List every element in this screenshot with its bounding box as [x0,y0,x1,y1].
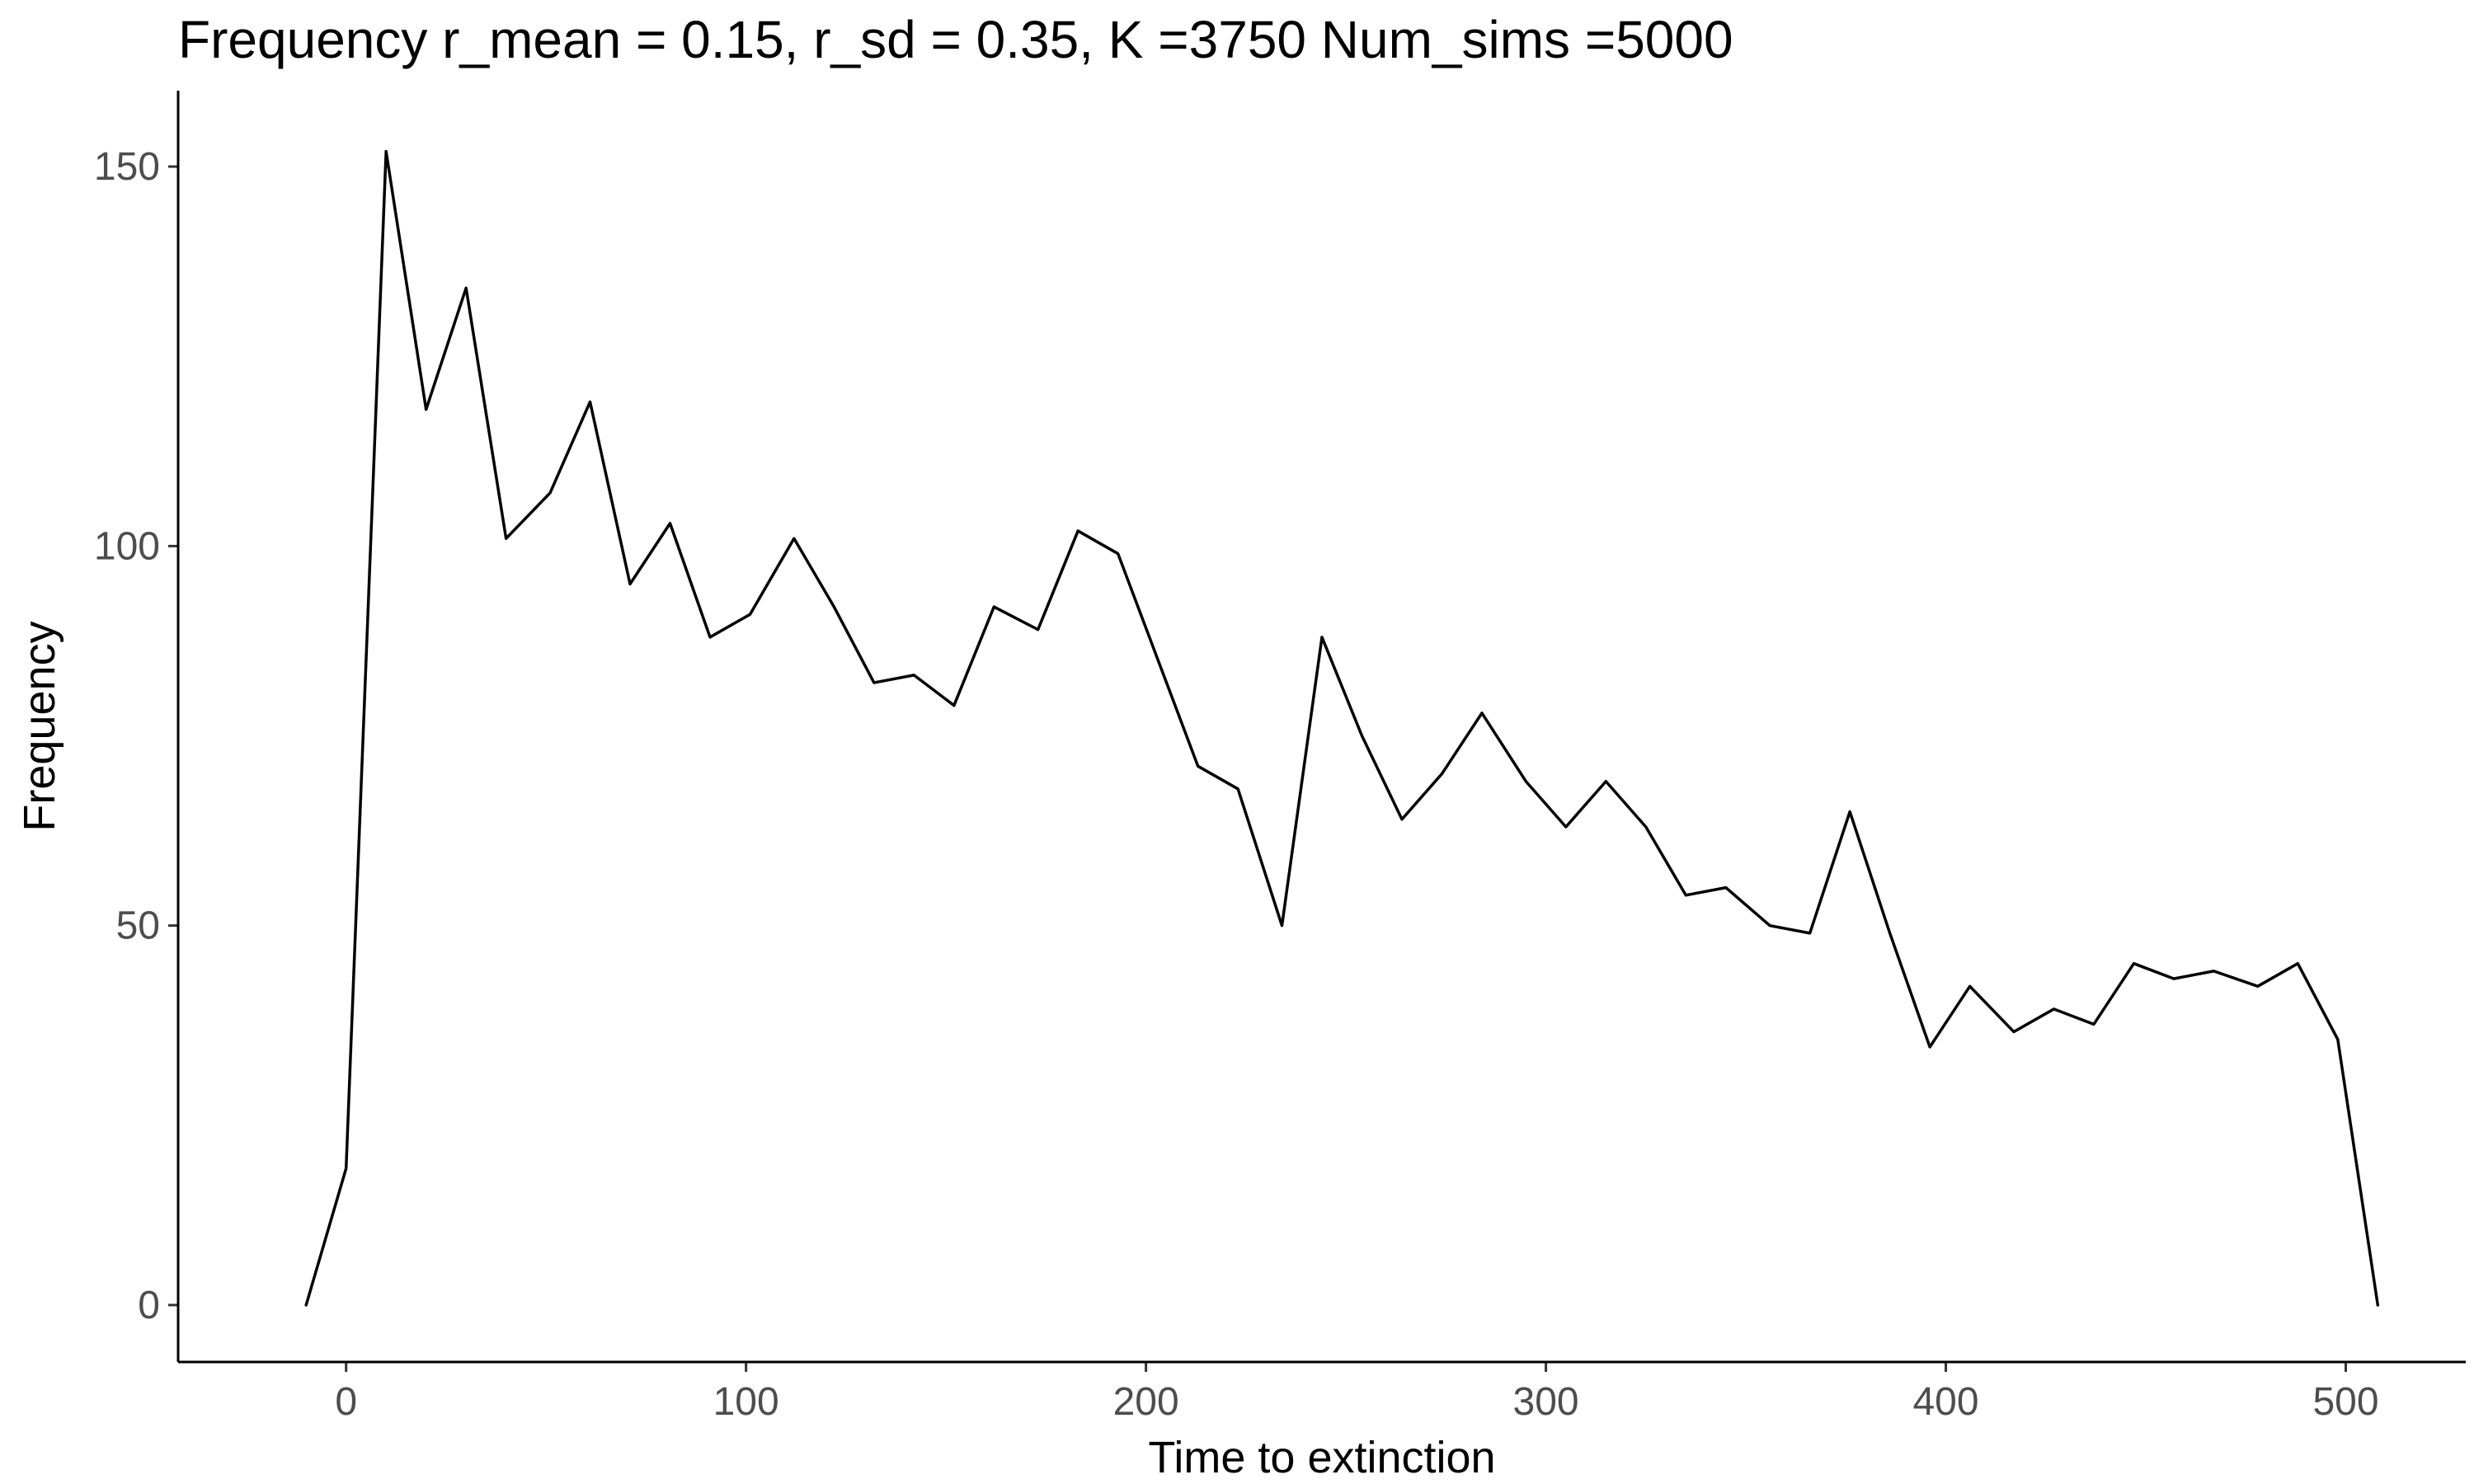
data-point [384,150,388,153]
data-point [1888,932,1892,935]
x-tick-label: 0 [335,1380,357,1424]
x-tick-label: 300 [1513,1380,1579,1424]
data-point [1604,780,1607,783]
series-line [304,149,2380,1307]
data-point [1808,932,1812,935]
x-tick-label: 100 [713,1380,779,1424]
data-point [2296,962,2299,965]
data-point [992,605,995,608]
data-point [1928,1045,1931,1049]
data-point [2172,977,2175,980]
data-point [1724,886,1728,890]
y-tick-label: 150 [94,145,160,189]
data-point [952,704,956,707]
data-point [1968,984,1972,988]
data-point [1684,894,1687,897]
data-point [2132,962,2135,965]
data-point [1644,825,1648,829]
data-point [2212,970,2215,973]
data-point [2052,1007,2055,1011]
data-point [872,681,876,684]
y-axis-label: Frequency [15,621,64,831]
data-point [589,400,592,403]
data-point [1197,764,1200,768]
y-tick-label: 100 [94,524,160,568]
y-tick-label: 50 [116,904,160,948]
data-point [1524,780,1527,783]
data-point [793,537,796,540]
data-points [304,150,2379,1307]
data-point [1076,529,1079,533]
y-axis-ticks: 0 50 100 150 [94,145,178,1327]
data-point [1360,735,1363,738]
data-point [1480,711,1484,715]
data-point [832,605,835,608]
x-axis-ticks: 0 100 200 300 400 500 [335,1362,2379,1424]
data-point [1320,636,1324,639]
data-point [2012,1031,2015,1034]
data-point [2376,1303,2379,1307]
data-point [304,1303,308,1307]
data-point [1037,628,1040,632]
data-point [2336,1038,2340,1041]
data-point [1117,552,1120,556]
data-point [425,408,428,411]
data-point [669,522,672,525]
data-point [1236,787,1239,791]
chart-title: Frequency r_mean = 0.15, r_sd = 0.35, K … [178,10,1733,69]
data-point [1768,924,1771,928]
data-point [749,613,752,616]
data-point [1440,773,1443,776]
data-point [912,674,915,677]
data-point [1156,658,1159,661]
data-point [628,582,632,585]
x-axis-label: Time to extinction [1148,1433,1495,1482]
data-point [2092,1022,2095,1026]
data-point [1281,924,1284,928]
data-point [548,491,552,495]
data-point [2256,984,2260,988]
x-tick-label: 200 [1113,1380,1179,1424]
x-tick-label: 400 [1912,1380,1978,1424]
data-point [1400,818,1404,821]
data-point [345,1167,348,1170]
x-tick-label: 500 [2312,1380,2378,1424]
y-tick-label: 0 [138,1284,160,1327]
data-point [505,537,508,540]
data-point [464,286,468,289]
data-point [1564,825,1568,829]
data-point [1848,810,1851,814]
data-point [708,636,712,639]
